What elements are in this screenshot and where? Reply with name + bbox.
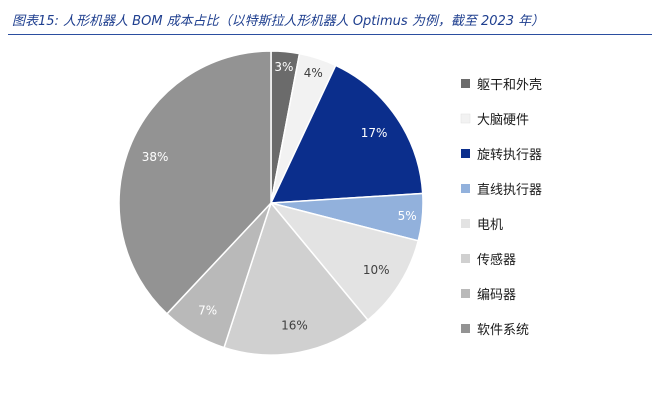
legend-swatch-3 (461, 149, 470, 158)
pie-label-5: 10% (363, 263, 390, 277)
pie-slice-5 (268, 201, 420, 322)
pie-label-7: 7% (198, 303, 217, 317)
legend-label-4: 直线执行器 (477, 183, 542, 198)
pie-slice-6 (223, 201, 369, 356)
legend-swatch-4 (461, 184, 470, 193)
chart-title: 图表15: 人形机器人 BOM 成本占比（以特斯拉人形机器人 Optimus 为… (12, 14, 545, 29)
legend-label-8: 软件系统 (477, 323, 529, 338)
pie-label-2: 4% (304, 66, 323, 80)
legend-label-5: 电机 (477, 218, 503, 233)
legend-swatch-2 (460, 113, 471, 124)
pie-labels: 3% 4% 17% 5% 10% 16% 7% 38% (142, 60, 417, 333)
legend-swatch-8 (461, 324, 470, 333)
legend-label-1: 躯干和外壳 (477, 77, 542, 93)
pie-slices (118, 50, 424, 356)
pie-label-3: 17% (361, 126, 388, 140)
pie-slice-8 (118, 50, 272, 315)
legend-label-2: 大脑硬件 (477, 113, 529, 128)
pie-label-4: 5% (398, 209, 417, 223)
pie-slice-3 (269, 64, 424, 204)
legend-swatch-7 (461, 289, 470, 298)
legend-swatch-1 (461, 79, 470, 88)
legend-label-6: 传感器 (477, 252, 516, 268)
chart-title-bar: 图表15: 人形机器人 BOM 成本占比（以特斯拉人形机器人 Optimus 为… (8, 6, 652, 35)
pie-label-6: 16% (281, 318, 308, 332)
legend-label-3: 旋转执行器 (477, 148, 542, 163)
pie-label-8: 38% (142, 150, 169, 164)
title-divider (8, 34, 652, 35)
legend-label-7: 编码器 (477, 288, 516, 303)
legend-swatch-5 (461, 219, 470, 228)
pie-label-1: 3% (274, 60, 293, 74)
legend-swatch-6 (461, 254, 470, 263)
